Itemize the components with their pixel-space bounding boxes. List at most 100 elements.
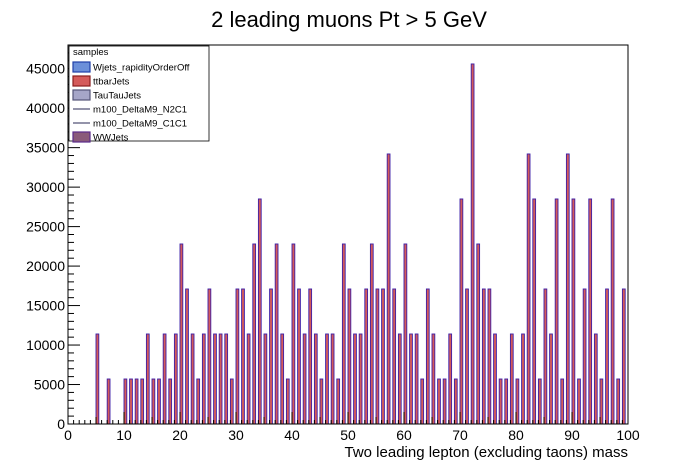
histogram-bar: [487, 288, 492, 425]
x-tick-label: 60: [396, 427, 412, 443]
histogram-bar: [145, 333, 150, 425]
legend-title: samples: [73, 47, 109, 58]
histogram-bar: [263, 333, 268, 425]
histogram-bar: [549, 333, 553, 425]
histogram-bar: [369, 243, 374, 425]
histogram-bar: [162, 333, 167, 425]
legend-swatch: [72, 89, 91, 101]
histogram-bar: [196, 378, 201, 425]
histogram-bar: [414, 333, 419, 425]
histogram-bar: [185, 288, 189, 425]
histogram-bar: [582, 288, 587, 425]
histogram-bar: [593, 333, 598, 425]
histogram-bar: [168, 378, 173, 425]
histogram-bar: [190, 333, 195, 425]
histogram-bar: [504, 378, 509, 425]
histogram-bar: [470, 63, 475, 425]
histogram-bar: [442, 378, 447, 425]
x-tick-label: 20: [172, 427, 188, 443]
histogram-bar: [537, 378, 542, 425]
histogram-bar: [274, 243, 279, 425]
y-tick-label: 35000: [26, 140, 65, 156]
histogram-bar: [588, 198, 593, 425]
legend: samples Wjets_rapidityOrderOff ttbarJets T…: [68, 45, 210, 144]
histogram-bar: [330, 333, 335, 425]
histogram-bar: [341, 243, 346, 425]
histogram-bar: [521, 333, 525, 425]
y-tick-label: 25000: [26, 219, 65, 235]
y-tick-label: 20000: [26, 258, 65, 274]
x-tick-label: 40: [284, 427, 300, 443]
histogram-bar: [257, 198, 262, 425]
histogram-bar: [381, 288, 385, 425]
histogram-bar: [173, 333, 178, 425]
histogram-bar: [229, 378, 234, 425]
histogram-bar: [375, 288, 380, 425]
histogram-bar: [285, 378, 290, 425]
histogram-bar: [179, 243, 184, 425]
legend-label: WWJets: [93, 133, 129, 144]
legend-label: m100_DeltaM9_N2C1: [93, 105, 187, 116]
histogram-bar: [134, 378, 139, 425]
legend-swatch: [72, 61, 91, 73]
histogram-bar: [129, 378, 133, 425]
histogram-bar: [610, 198, 615, 425]
histogram-bar: [437, 378, 441, 425]
histogram-bar: [325, 333, 329, 425]
histogram-bar: [302, 333, 307, 425]
legend-label: Wjets_rapidityOrderOff: [93, 63, 190, 74]
histogram-bar: [392, 288, 397, 425]
legend-swatch: [72, 75, 91, 87]
y-axis-ticks: 0 5000 10000 15000 20000 25000 30000 35000 40000…: [26, 44, 80, 432]
histogram-bar: [207, 288, 212, 425]
legend-swatch: [72, 131, 91, 143]
histogram-bar: [95, 333, 100, 425]
histogram-bar: [358, 333, 363, 425]
histogram-bar: [269, 288, 273, 425]
y-tick-label: 5000: [34, 377, 65, 393]
histogram-bar: [297, 288, 301, 425]
histogram-bar: [409, 333, 413, 425]
histogram-bar: [308, 288, 313, 425]
histogram-bar: [605, 288, 609, 425]
histogram-bar: [554, 198, 559, 425]
histogram-bar: [403, 243, 408, 425]
x-tick-label: 10: [116, 427, 132, 443]
histogram-bar: [526, 153, 531, 425]
histogram-bar: [291, 243, 296, 425]
x-tick-label: 70: [452, 427, 468, 443]
histogram-bar: [560, 378, 565, 425]
histogram-bar: [241, 288, 245, 425]
histogram-bar: [571, 198, 576, 425]
histogram-bar: [565, 153, 570, 425]
histogram-bar: [621, 288, 626, 425]
legend-entry: m100_DeltaM9_N2C1: [73, 105, 187, 116]
legend-entry: Wjets_rapidityOrderOff: [72, 61, 190, 74]
histogram-bar: [386, 153, 391, 425]
histogram-bar: [353, 333, 357, 425]
histogram-bar: [431, 333, 436, 425]
histogram-bar: [509, 333, 514, 425]
histogram-bar: [336, 378, 341, 425]
histogram-bar: [543, 288, 548, 425]
legend-entry: TauTauJets: [72, 89, 141, 102]
histogram-bar: [476, 243, 481, 425]
histogram-bar: [453, 378, 458, 425]
y-tick-label: 10000: [26, 337, 65, 353]
legend-label: ttbarJets: [93, 77, 130, 88]
legend-entry: ttbarJets: [72, 75, 130, 88]
histogram-bar: [420, 378, 425, 425]
x-tick-label: 50: [340, 427, 356, 443]
histogram-bar: [313, 333, 318, 425]
x-axis-title: Two leading lepton (excluding taons) mas…: [345, 444, 629, 461]
histogram-bar: [246, 333, 251, 425]
histogram-bar: [459, 198, 464, 425]
histogram-bar: [425, 288, 430, 425]
histogram-bar: [213, 333, 217, 425]
legend-entry: WWJets: [72, 131, 129, 144]
y-tick-label: 40000: [26, 100, 65, 116]
x-axis-ticks: 0 10 20 30 40 50 60 70 80 90 100: [64, 412, 640, 443]
x-tick-label: 100: [616, 427, 640, 443]
x-tick-label: 80: [508, 427, 524, 443]
